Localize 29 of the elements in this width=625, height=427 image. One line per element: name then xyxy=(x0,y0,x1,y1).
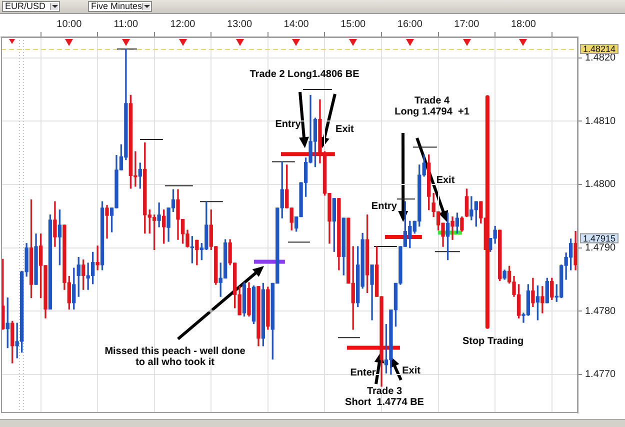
annotation: Entry xyxy=(371,200,398,212)
annotation: Trade 4 Long 1.4794 +1 xyxy=(394,96,470,118)
annotation: Exit xyxy=(402,365,422,376)
annotation: Enter xyxy=(350,367,376,378)
text: 1.47915 xyxy=(583,233,616,244)
annotation: Missed this peach - well done to all who took it xyxy=(104,346,246,368)
annotation: Stop Trading xyxy=(462,336,524,347)
ref-line-label: 1.48214 xyxy=(583,44,616,54)
x-tick-label: 10:00 xyxy=(56,18,82,30)
x-tick-label: 13:00 xyxy=(227,18,252,30)
y-tick-label: 1.4790 xyxy=(585,242,616,254)
annotation: Exit xyxy=(436,174,456,186)
x-tick-label: 15:00 xyxy=(340,18,366,30)
x-tick-label: 16:00 xyxy=(397,18,423,30)
x-tick-label: 11:00 xyxy=(114,18,139,30)
x-tick-label: 14:00 xyxy=(284,18,310,30)
x-tick-label: 17:00 xyxy=(454,18,480,30)
dropdown: Five Minutes xyxy=(88,1,152,12)
x-tick-label: 12:00 xyxy=(170,18,196,30)
annotation: Trade 2 Long1.4806 BE xyxy=(250,68,360,80)
annotation: Entry xyxy=(275,118,302,130)
y-tick-label: 1.4800 xyxy=(585,179,616,190)
y-tick-label: 1.4780 xyxy=(585,306,616,317)
y-tick-label: 1.4810 xyxy=(585,116,616,127)
dropdown: EUR/USD xyxy=(2,1,60,12)
x-tick-label: 18:00 xyxy=(510,18,536,30)
y-tick-label: 1.4770 xyxy=(585,369,616,380)
annotation: Trade 3 Short 1.4774 BE xyxy=(345,386,424,408)
annotation: Exit xyxy=(336,124,355,136)
